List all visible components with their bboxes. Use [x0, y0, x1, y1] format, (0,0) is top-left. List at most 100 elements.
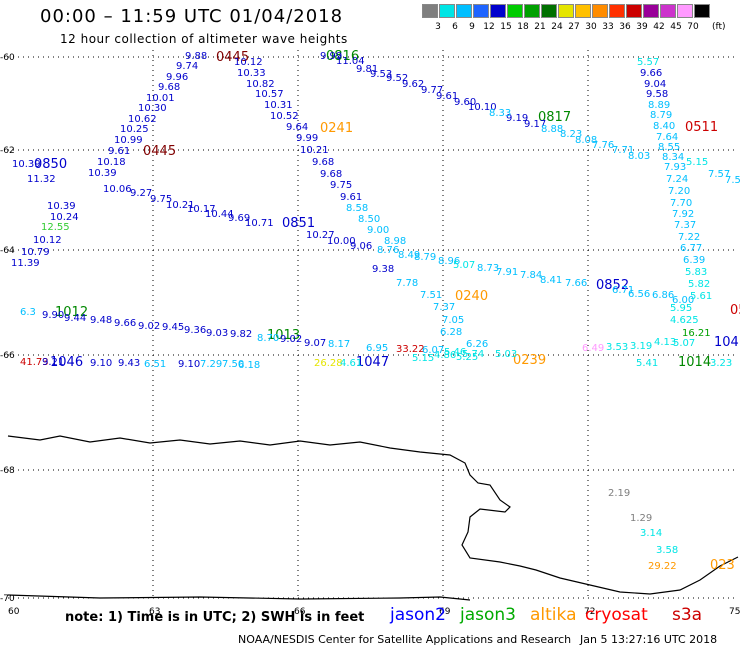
- wave-height-value: 7.51: [420, 290, 442, 301]
- wave-height-value: 5.82: [688, 279, 710, 290]
- colorbar-swatch: [456, 4, 472, 18]
- wave-height-value: 4.625: [670, 315, 699, 326]
- wave-height-value: 33.22: [396, 344, 425, 355]
- colorbar-swatch: [694, 4, 710, 18]
- colorbar-label: 12: [483, 22, 495, 32]
- wave-height-value: 9.68: [320, 169, 342, 180]
- wave-height-value: 4.13: [654, 337, 676, 348]
- colorbar-swatch: [643, 4, 659, 18]
- colorbar-swatch: [524, 4, 540, 18]
- pass-time-label: 0240: [455, 289, 488, 304]
- wave-height-value: 10.21: [300, 145, 329, 156]
- wave-height-value: 9.75: [150, 194, 172, 205]
- wave-height-value: 9.68: [312, 157, 334, 168]
- wave-height-value: 5.83: [685, 267, 707, 278]
- x-axis-label: 60: [8, 607, 20, 617]
- y-axis-label: -64: [0, 246, 15, 256]
- wave-height-value: 10.12: [234, 57, 263, 68]
- wave-height-value: 6.00: [672, 295, 694, 306]
- colorbar-swatch: [422, 4, 438, 18]
- wave-height-value: 6.56: [628, 289, 650, 300]
- wave-height-value: 7.20: [668, 186, 690, 197]
- wave-height-value: 8.49: [398, 250, 420, 261]
- wave-height-value: 3.23: [710, 358, 732, 369]
- wave-height-value: 7.57: [708, 169, 730, 180]
- coastline-path: [7, 435, 739, 595]
- colorbar-label: 30: [585, 22, 597, 32]
- colorbar-label: 36: [619, 22, 631, 32]
- wave-height-value: 9.77: [421, 85, 443, 96]
- wave-height-value: 10.79: [21, 247, 50, 258]
- wave-height-value: 10.27: [306, 230, 335, 241]
- wave-height-value: 9.06: [350, 241, 372, 252]
- pass-time-label: 0241: [320, 121, 353, 136]
- wave-height-value: 8.73: [477, 263, 499, 274]
- wave-height-value: 10.06: [103, 184, 132, 195]
- wave-height-value: 9.43: [118, 358, 140, 369]
- wave-height-value: 7.64: [656, 132, 678, 143]
- wave-height-value: 9.36: [184, 325, 206, 336]
- wave-height-value: 29.22: [648, 561, 677, 572]
- pass-time-labels: 0445 0445 0816 0817 0241 0511 0850 0851 0852 0240…: [34, 49, 740, 573]
- wave-height-value: 5.57: [637, 57, 659, 68]
- wave-height-value: 9.64: [286, 122, 308, 133]
- y-axis-label: -70: [0, 594, 15, 604]
- pass-time-label: 0850: [34, 157, 67, 172]
- wave-height-value: 8.58: [346, 203, 368, 214]
- wave-height-value: 9.61: [436, 91, 458, 102]
- colorbar-label: 33: [602, 22, 614, 32]
- chart-subtitle: 12 hour collection of altimeter wave hei…: [60, 32, 348, 46]
- wave-height-value: 9.48: [90, 315, 112, 326]
- y-axis-label: -60: [0, 53, 15, 63]
- wave-height-value: 7.50: [222, 359, 244, 370]
- wave-height-value: 9.75: [330, 180, 352, 191]
- coastline: [7, 435, 739, 601]
- wave-height-value: 9.66: [114, 318, 136, 329]
- wave-height-value: 9.60: [454, 97, 476, 108]
- wave-height-value: 8.70: [257, 333, 279, 344]
- wave-height-value: 3.58: [656, 545, 678, 556]
- wave-height-value: 10.24: [50, 212, 79, 223]
- pass-time-label: 0511: [685, 120, 718, 135]
- wave-height-value: 6.07: [422, 345, 444, 356]
- wave-height-value: 10.17: [187, 204, 216, 215]
- wave-height-value: 9.04: [644, 79, 666, 90]
- pass-time-label: 0852: [596, 278, 629, 293]
- colorbar-label: 45: [670, 22, 682, 32]
- wave-height-value: 5.61: [690, 291, 712, 302]
- wave-height-value: 10.01: [146, 93, 175, 104]
- colorbar-label: 9: [469, 22, 475, 32]
- wave-height-value: 9.88: [185, 51, 207, 62]
- wave-height-value: 9.82: [230, 329, 252, 340]
- legend-item-jason2: jason2: [390, 605, 446, 625]
- wave-height-value: 5.07: [673, 338, 695, 349]
- wave-height-value: 9.99: [296, 133, 318, 144]
- wave-height-value: 10.21: [166, 200, 195, 211]
- wave-height-value: 9.10: [178, 359, 200, 370]
- wave-height-value: 10.12: [33, 235, 62, 246]
- wave-height-value: 5.03: [495, 349, 517, 360]
- colorbar-swatch: [575, 4, 591, 18]
- colorbar-swatch: [609, 4, 625, 18]
- colorbar-swatch: [592, 4, 608, 18]
- wave-height-value: 11.39: [11, 258, 40, 269]
- pass-time-label: 1014: [678, 355, 711, 370]
- pass-time-label: 0816: [326, 49, 359, 64]
- wave-height-value: 7.37: [433, 302, 455, 313]
- wave-height-value: 7.37: [674, 220, 696, 231]
- wave-height-value: 6.28: [440, 327, 462, 338]
- pass-time-label: 023: [710, 558, 735, 573]
- wave-height-value: 10.39: [47, 201, 76, 212]
- wave-height-value: 9.07: [304, 338, 326, 349]
- wave-height-value: 10.44: [205, 209, 234, 220]
- colorbar-swatch: [473, 4, 489, 18]
- y-axis-label: -68: [0, 466, 15, 476]
- wave-height-value: 10.99: [114, 135, 143, 146]
- y-axis-label: -62: [0, 146, 15, 156]
- wave-height-value: 9.02: [280, 334, 302, 345]
- wave-height-value: 5.46: [444, 347, 466, 358]
- colorbar-label: 24: [551, 22, 563, 32]
- colorbar-label: 3: [435, 22, 441, 32]
- colorbar-unit: (ft): [712, 22, 726, 32]
